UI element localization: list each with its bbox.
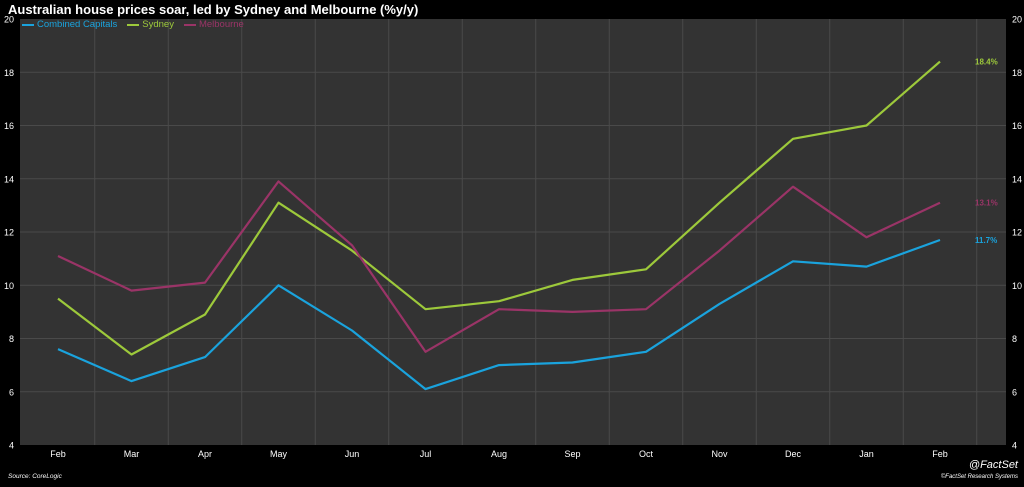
legend-swatch bbox=[127, 23, 140, 26]
end-label-1: 18.4% bbox=[975, 58, 998, 67]
y-tick-label-right: 6 bbox=[1012, 387, 1017, 397]
series-line-0 bbox=[57, 238, 941, 391]
legend-item-1: Sydney bbox=[127, 19, 174, 30]
x-tick-label: Sep bbox=[564, 449, 580, 459]
x-tick-label: Feb bbox=[50, 449, 66, 459]
legend-swatch bbox=[22, 23, 34, 26]
legend-label: Combined Capitals bbox=[37, 19, 118, 30]
x-tick-label: Jan bbox=[859, 449, 874, 459]
y-tick-label-left: 6 bbox=[9, 387, 14, 397]
legend-label: Sydney bbox=[142, 19, 174, 30]
legend: Combined Capitals Sydney Melbourne bbox=[22, 19, 244, 30]
x-tick-label: Oct bbox=[639, 449, 654, 459]
legend-label: Melbourne bbox=[198, 19, 244, 30]
end-label-0: 11.7% bbox=[975, 236, 997, 245]
y-tick-label-right: 4 bbox=[1012, 441, 1017, 451]
factset-logo: @FactSet bbox=[968, 459, 1018, 471]
legend-swatch bbox=[183, 23, 196, 26]
x-tick-label: Nov bbox=[711, 449, 728, 459]
x-tick-label: Apr bbox=[198, 449, 212, 459]
y-tick-label-right: 14 bbox=[1012, 174, 1022, 184]
series-line-1 bbox=[57, 60, 941, 356]
x-tick-label: May bbox=[270, 449, 288, 459]
series bbox=[57, 60, 941, 391]
legend-item-0: Combined Capitals bbox=[22, 19, 117, 30]
chart-title: Australian house prices soar, led by Syd… bbox=[8, 2, 419, 17]
y-tick-label-right: 20 bbox=[1012, 15, 1022, 25]
x-tick-label: Jul bbox=[420, 449, 432, 459]
x-tick-label: Jun bbox=[345, 449, 360, 459]
y-tick-label-left: 10 bbox=[4, 281, 14, 291]
y-tick-label-left: 18 bbox=[4, 68, 14, 78]
y-tick-label-left: 12 bbox=[4, 228, 14, 238]
legend-item-2: Melbourne bbox=[183, 19, 244, 30]
x-tick-label: Aug bbox=[491, 449, 507, 459]
series-line-2 bbox=[57, 180, 941, 353]
y-tick-label-left: 8 bbox=[9, 334, 14, 344]
end-labels: 11.7% 18.4% 13.1% bbox=[975, 58, 998, 245]
y-tick-label-right: 8 bbox=[1012, 334, 1017, 344]
y-tick-label-right: 16 bbox=[1012, 121, 1022, 131]
copyright-note: ©FactSet Research Systems bbox=[940, 474, 1018, 480]
y-tick-label-left: 20 bbox=[4, 15, 14, 25]
x-tick-label: Mar bbox=[124, 449, 140, 459]
y-tick-label-left: 4 bbox=[9, 441, 14, 451]
y-tick-label-right: 18 bbox=[1012, 68, 1022, 78]
source-note: Source: CoreLogic bbox=[8, 473, 62, 480]
x-tick-label: Dec bbox=[785, 449, 802, 459]
y-tick-label-left: 16 bbox=[4, 121, 14, 131]
y-tick-label-right: 12 bbox=[1012, 228, 1022, 238]
end-label-2: 13.1% bbox=[975, 199, 998, 208]
axes: 4 4 6 6 8 8 10 10 12 12 14 14 16 16 18 18 20 20 Feb Mar Apr M… bbox=[4, 15, 1022, 460]
x-tick-label: Feb bbox=[932, 449, 948, 459]
y-tick-label-right: 10 bbox=[1012, 281, 1022, 291]
y-tick-label-left: 14 bbox=[4, 174, 14, 184]
